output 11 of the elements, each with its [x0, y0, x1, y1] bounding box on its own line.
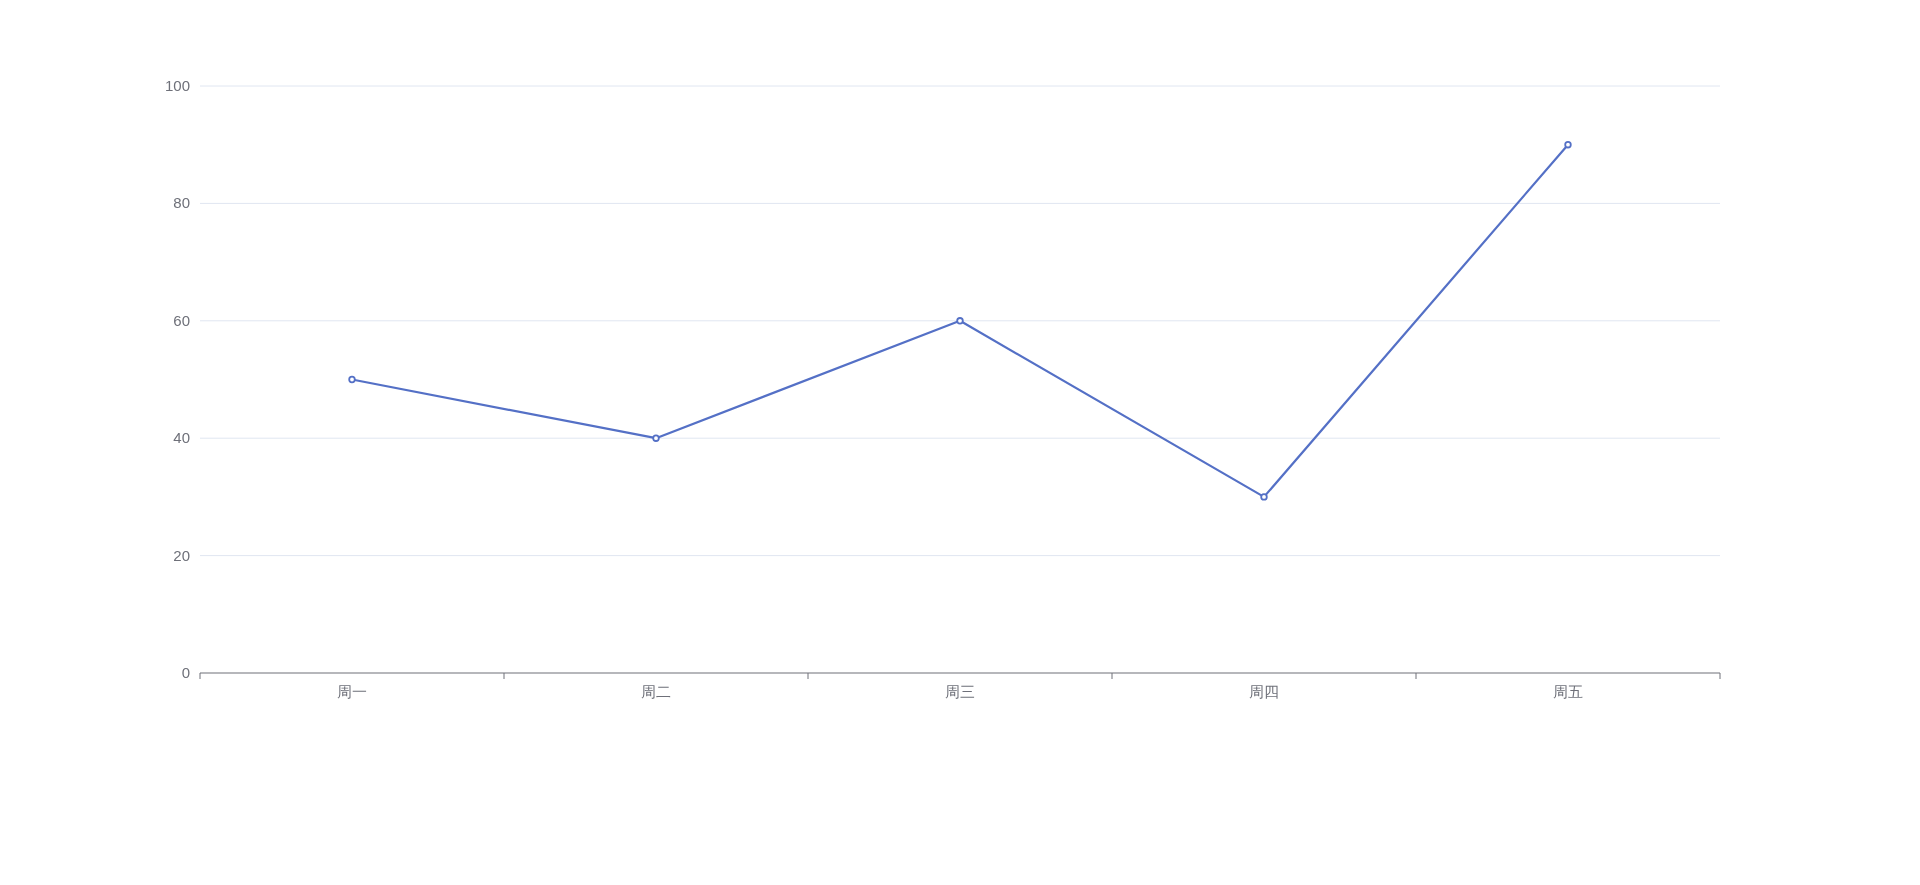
y-tick-label: 80 — [173, 194, 190, 212]
x-tick-label: 周四 — [1249, 683, 1279, 700]
x-tick-label: 周三 — [945, 683, 975, 700]
y-tick-label: 20 — [173, 546, 190, 564]
y-tick-label: 60 — [173, 311, 190, 329]
x-tick-label: 周五 — [1553, 683, 1583, 700]
x-tick-label: 周一 — [337, 683, 367, 700]
y-tick-label: 40 — [173, 429, 190, 447]
y-tick-label: 100 — [164, 77, 190, 94]
y-tick-label: 0 — [181, 664, 190, 681]
x-tick-label: 周二 — [641, 683, 671, 700]
